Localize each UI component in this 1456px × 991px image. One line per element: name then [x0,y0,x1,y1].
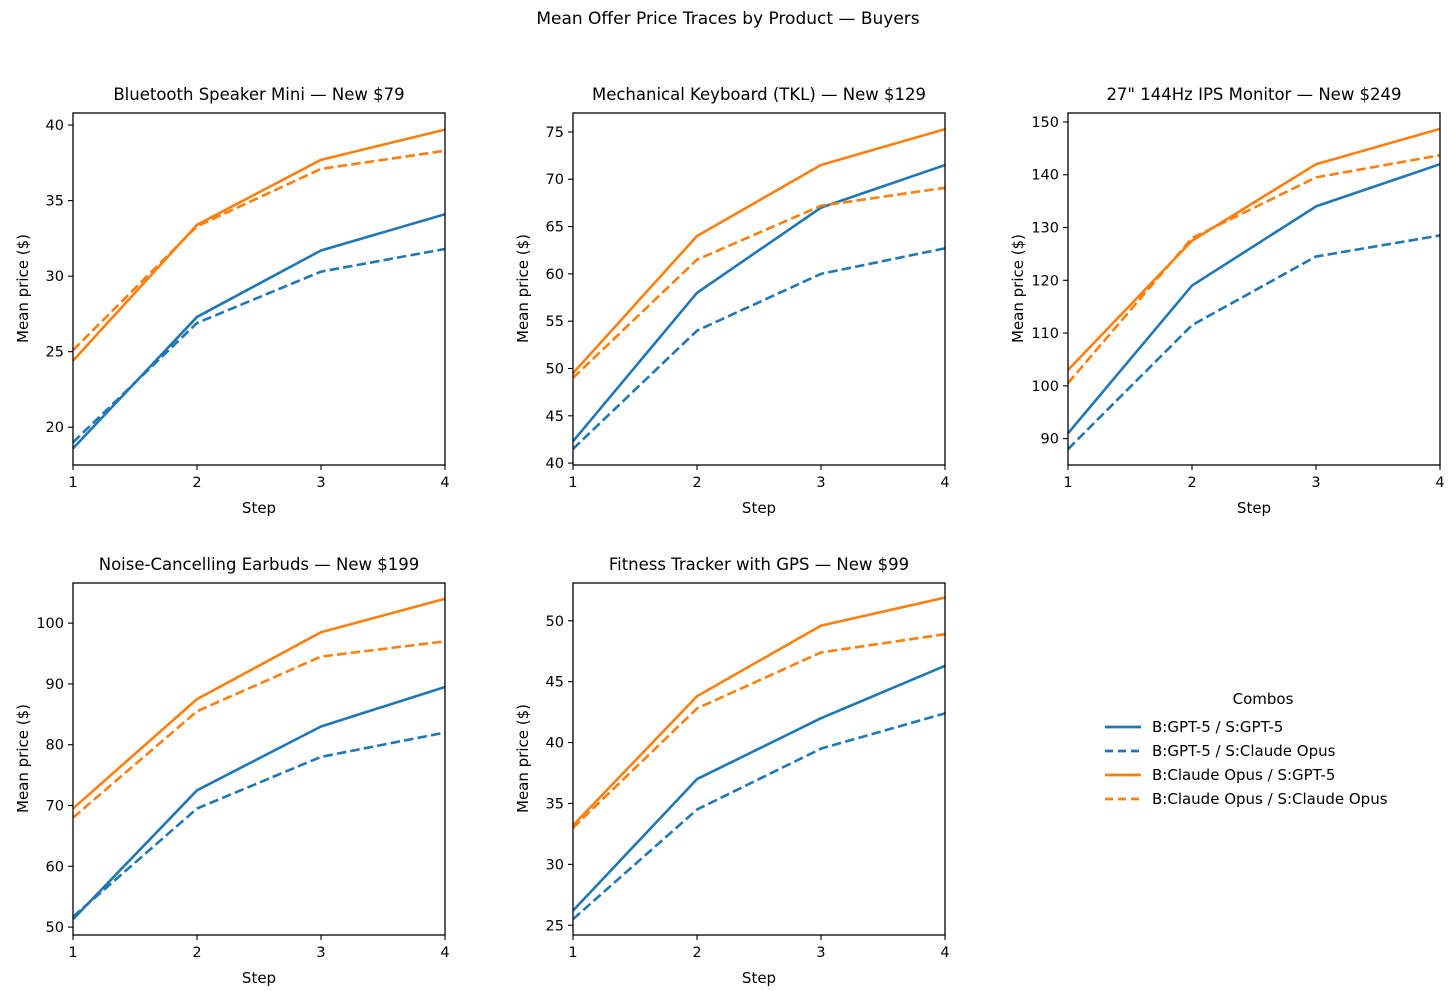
svg-text:50: 50 [546,361,564,377]
svg-text:1: 1 [68,945,77,961]
svg-text:40: 40 [546,456,564,472]
svg-text:20: 20 [46,420,64,436]
subplot-bluetooth-speaker: Bluetooth Speaker Mini — New $79 1 2 3 4 20 2… [8,75,478,540]
x-axis-label: Step [241,969,277,987]
svg-text:4: 4 [940,945,949,961]
y-axis-label: Mean price ($) [1009,234,1027,344]
svg-text:3: 3 [316,475,325,491]
legend-entry: B:GPT-5 / S:Claude Opus [1098,739,1428,763]
svg-text:140: 140 [1031,168,1059,184]
svg-text:25: 25 [546,918,564,934]
plot-area: 1 2 3 4 40 45 50 55 60 65 70 75 [546,112,950,491]
svg-text:40: 40 [546,736,564,752]
svg-text:2: 2 [192,475,201,491]
svg-text:60: 60 [46,859,64,875]
svg-text:3: 3 [816,475,825,491]
svg-text:45: 45 [546,409,564,425]
svg-text:75: 75 [546,125,564,141]
svg-text:55: 55 [546,314,564,330]
svg-text:30: 30 [546,857,564,873]
legend-entry: B:Claude Opus / S:GPT-5 [1098,763,1428,787]
legend-line-icon [1105,797,1141,801]
subplot-noise-cancelling-earbuds: Noise-Cancelling Earbuds — New $199 1 2 3 4… [8,545,478,991]
plot-area: 1 2 3 4 25 30 35 40 45 50 [546,582,950,961]
svg-text:3: 3 [1311,475,1320,491]
subplot-fitness-tracker: Fitness Tracker with GPS — New $99 1 2 3 4 2… [508,545,978,991]
figure-suptitle: Mean Offer Price Traces by Product — Buy… [536,9,920,29]
y-axis-label: Mean price ($) [14,234,32,344]
svg-text:100: 100 [1031,379,1059,395]
legend: Combos B:GPT-5 / S:GPT-5 B:GPT-5 / S:Cla… [1098,690,1428,811]
svg-text:70: 70 [46,799,64,815]
svg-text:4: 4 [1435,475,1444,491]
chart-title: Noise-Cancelling Earbuds — New $199 [98,555,420,574]
x-axis-label: Step [1236,499,1272,517]
svg-text:2: 2 [692,475,701,491]
svg-text:1: 1 [68,475,77,491]
chart-title: Fitness Tracker with GPS — New $99 [608,555,910,574]
legend-line-icon [1105,773,1141,777]
svg-text:40: 40 [46,118,64,134]
legend-label: B:Claude Opus / S:GPT-5 [1152,766,1336,784]
legend-entry: B:Claude Opus / S:Claude Opus [1098,787,1428,811]
chart-title: Mechanical Keyboard (TKL) — New $129 [591,85,927,104]
svg-text:110: 110 [1031,326,1059,342]
svg-text:90: 90 [46,677,64,693]
svg-text:25: 25 [46,345,64,361]
svg-text:30: 30 [46,269,64,285]
y-axis-label: Mean price ($) [514,704,532,814]
legend-title: Combos [1232,690,1294,708]
svg-text:130: 130 [1031,221,1059,237]
svg-text:35: 35 [46,194,64,210]
legend-label: B:Claude Opus / S:Claude Opus [1152,790,1388,808]
svg-text:1: 1 [1063,475,1072,491]
x-axis-label: Step [741,499,777,517]
svg-text:65: 65 [546,220,564,236]
svg-text:3: 3 [816,945,825,961]
svg-text:2: 2 [1187,475,1196,491]
legend-line-icon [1105,725,1141,729]
plot-area: 1 2 3 4 90 100 110 120 130 140 150 [1031,112,1445,491]
svg-text:70: 70 [546,172,564,188]
svg-text:50: 50 [546,614,564,630]
svg-text:45: 45 [546,675,564,691]
subplot-ips-monitor: 27" 144Hz IPS Monitor — New $249 1 2 3 4 90 1… [1003,75,1456,540]
y-axis-label: Mean price ($) [514,234,532,344]
svg-text:90: 90 [1041,432,1059,448]
svg-text:2: 2 [192,945,201,961]
chart-title: 27" 144Hz IPS Monitor — New $249 [1106,85,1402,104]
svg-text:35: 35 [546,796,564,812]
chart-title: Bluetooth Speaker Mini — New $79 [113,85,405,104]
svg-text:150: 150 [1031,115,1059,131]
svg-text:80: 80 [46,738,64,754]
legend-label: B:GPT-5 / S:GPT-5 [1152,718,1284,736]
svg-text:100: 100 [36,616,64,632]
svg-text:60: 60 [546,267,564,283]
svg-text:1: 1 [568,475,577,491]
svg-text:120: 120 [1031,273,1059,289]
svg-text:2: 2 [692,945,701,961]
plot-area: 1 2 3 4 50 60 70 80 90 100 [36,582,450,961]
x-axis-label: Step [241,499,277,517]
legend-line-icon [1105,749,1141,753]
subplot-mechanical-keyboard: Mechanical Keyboard (TKL) — New $129 1 2 3… [508,75,978,540]
y-axis-label: Mean price ($) [14,704,32,814]
plot-area: 1 2 3 4 20 25 30 35 40 [46,112,450,491]
svg-text:1: 1 [568,945,577,961]
legend-label: B:GPT-5 / S:Claude Opus [1152,742,1336,760]
legend-entry: B:GPT-5 / S:GPT-5 [1098,715,1428,739]
x-axis-label: Step [741,969,777,987]
svg-text:4: 4 [440,475,449,491]
svg-text:4: 4 [440,945,449,961]
svg-text:4: 4 [940,475,949,491]
svg-text:3: 3 [316,945,325,961]
svg-text:50: 50 [46,920,64,936]
